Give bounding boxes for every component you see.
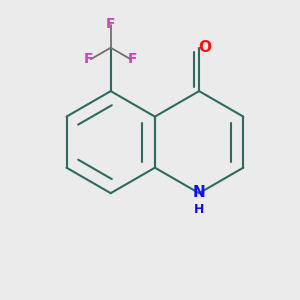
Text: F: F <box>128 52 137 66</box>
Text: O: O <box>199 40 212 55</box>
Text: F: F <box>106 17 116 31</box>
Text: H: H <box>194 203 204 216</box>
Text: F: F <box>84 52 94 66</box>
Text: N: N <box>193 185 206 200</box>
